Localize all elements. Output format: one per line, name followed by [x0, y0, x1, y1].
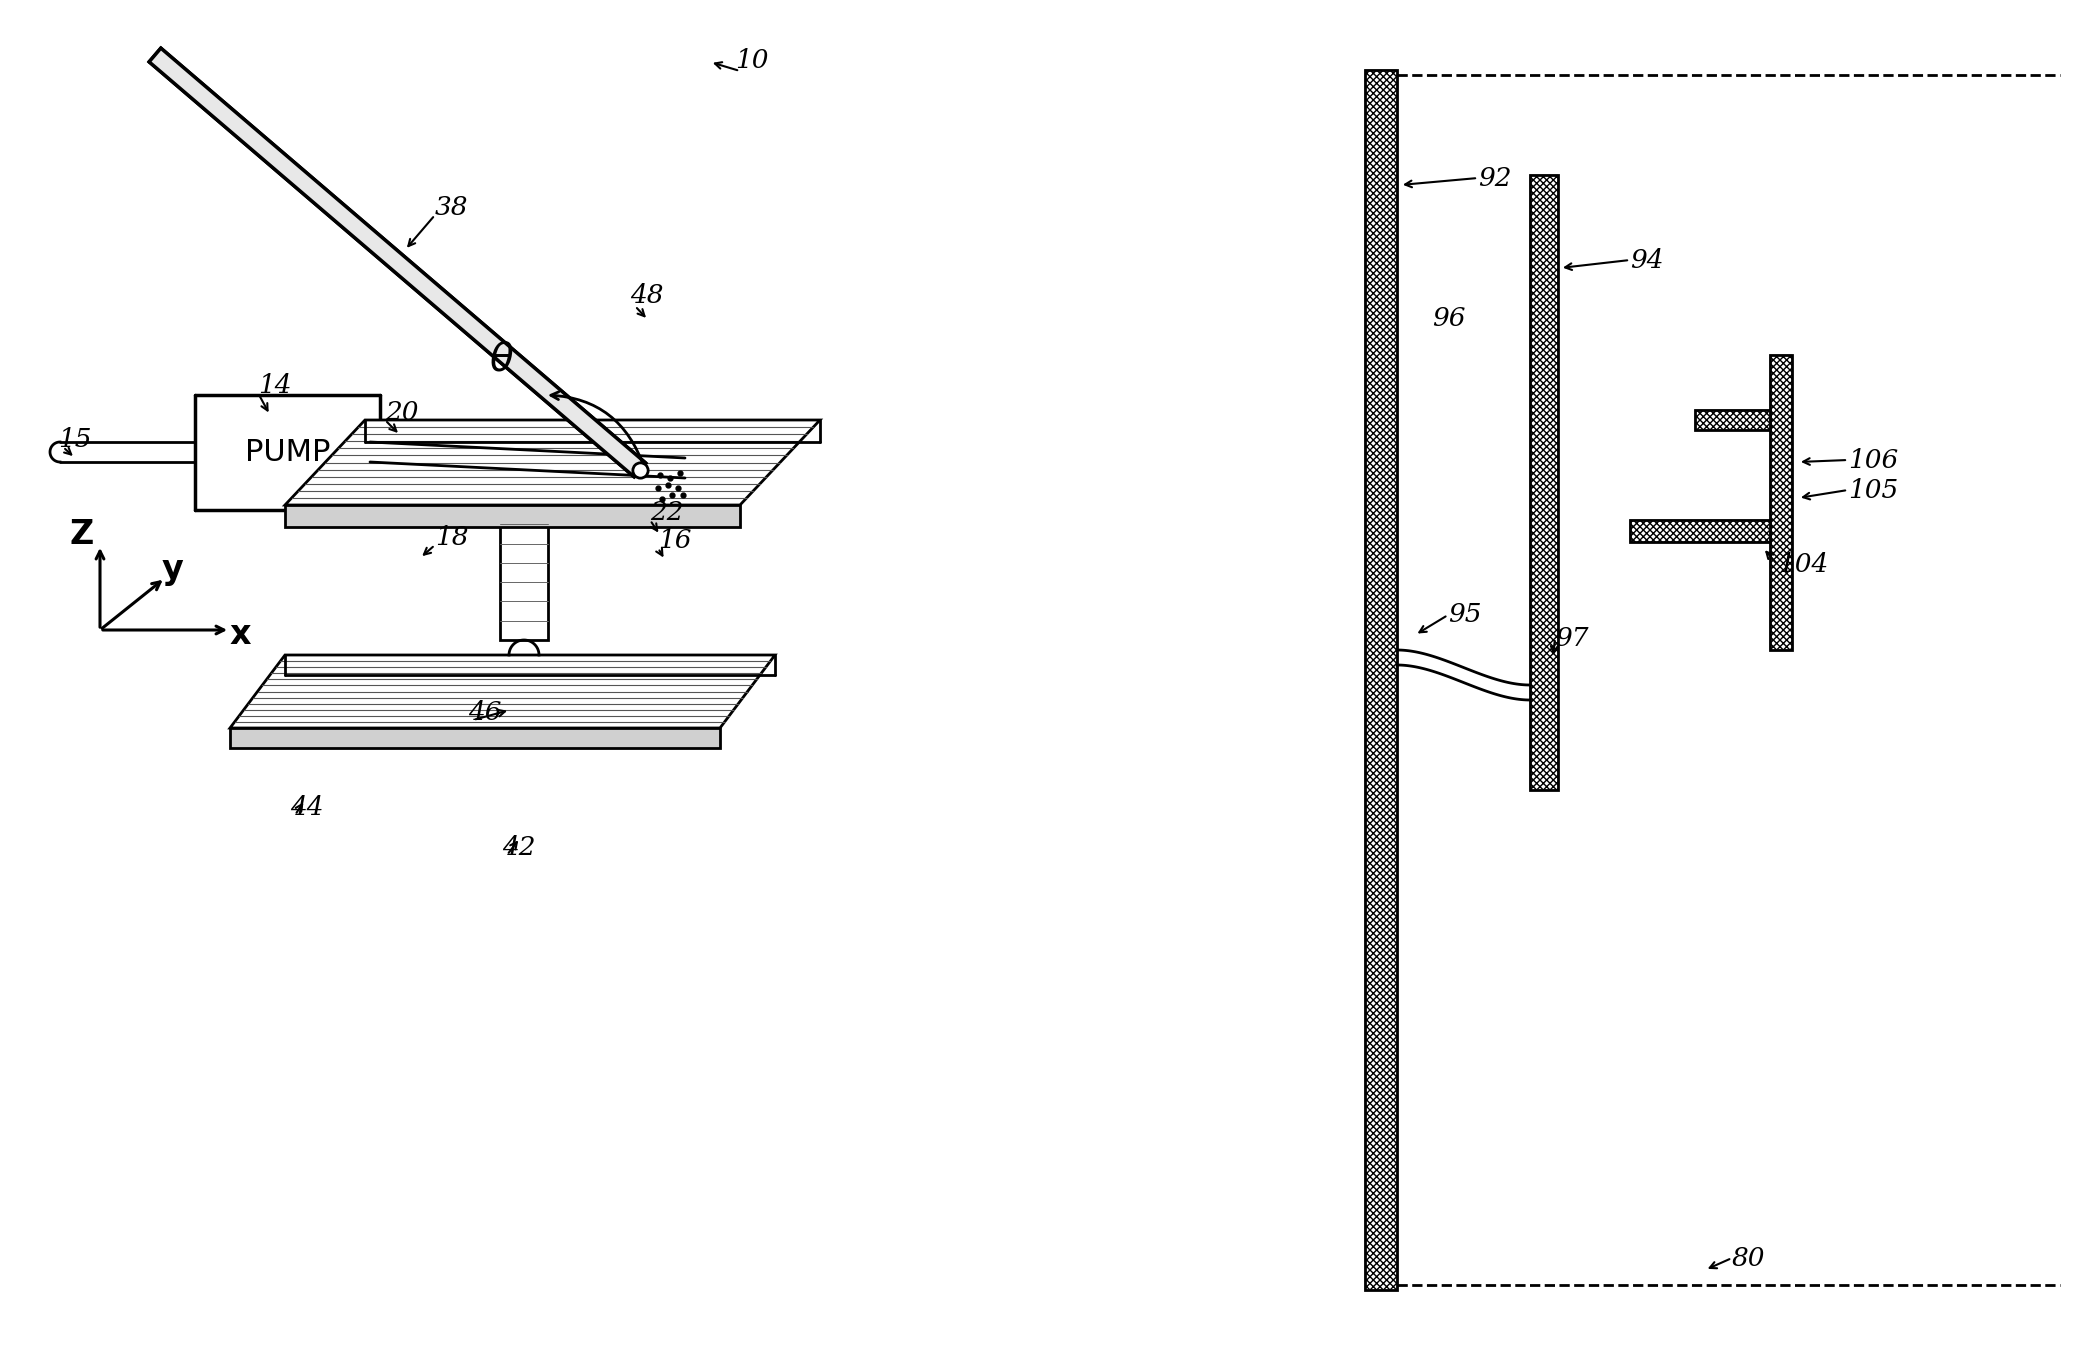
- Bar: [1629, 521, 1771, 542]
- Text: 97: 97: [1555, 626, 1588, 650]
- Polygon shape: [285, 506, 741, 527]
- Text: 106: 106: [1848, 448, 1898, 472]
- Bar: [1530, 174, 1559, 790]
- Text: 10: 10: [735, 49, 768, 73]
- Text: 105: 105: [1848, 477, 1898, 503]
- Text: PUMP: PUMP: [246, 438, 331, 466]
- Text: 94: 94: [1629, 247, 1663, 273]
- Bar: [1365, 70, 1396, 1290]
- Bar: [1629, 521, 1771, 542]
- Text: 96: 96: [1432, 306, 1465, 330]
- Text: x: x: [229, 618, 250, 650]
- Polygon shape: [231, 654, 774, 727]
- Polygon shape: [499, 506, 547, 639]
- Bar: [1696, 410, 1771, 430]
- Text: 104: 104: [1777, 553, 1829, 577]
- Text: Z: Z: [71, 518, 94, 550]
- Bar: [1530, 174, 1559, 790]
- Text: y: y: [160, 553, 183, 587]
- Text: 80: 80: [1731, 1245, 1765, 1271]
- Text: 95: 95: [1448, 603, 1482, 627]
- Polygon shape: [150, 49, 645, 477]
- Text: 18: 18: [435, 525, 468, 550]
- Text: 22: 22: [649, 500, 683, 525]
- Text: 14: 14: [258, 373, 291, 397]
- Polygon shape: [231, 727, 720, 748]
- Text: 44: 44: [289, 795, 323, 821]
- Text: 16: 16: [658, 529, 691, 553]
- Text: 46: 46: [468, 700, 502, 725]
- Bar: [1771, 356, 1792, 650]
- Text: 42: 42: [502, 836, 535, 860]
- Bar: [1365, 70, 1396, 1290]
- Polygon shape: [285, 420, 820, 506]
- Text: $\theta$: $\theta$: [489, 342, 514, 379]
- Bar: [1771, 356, 1792, 650]
- Bar: [1696, 410, 1771, 430]
- Text: 48: 48: [631, 283, 664, 308]
- Text: 15: 15: [58, 427, 92, 452]
- Text: 92: 92: [1478, 165, 1511, 191]
- Text: 20: 20: [385, 400, 418, 425]
- Text: 38: 38: [435, 195, 468, 220]
